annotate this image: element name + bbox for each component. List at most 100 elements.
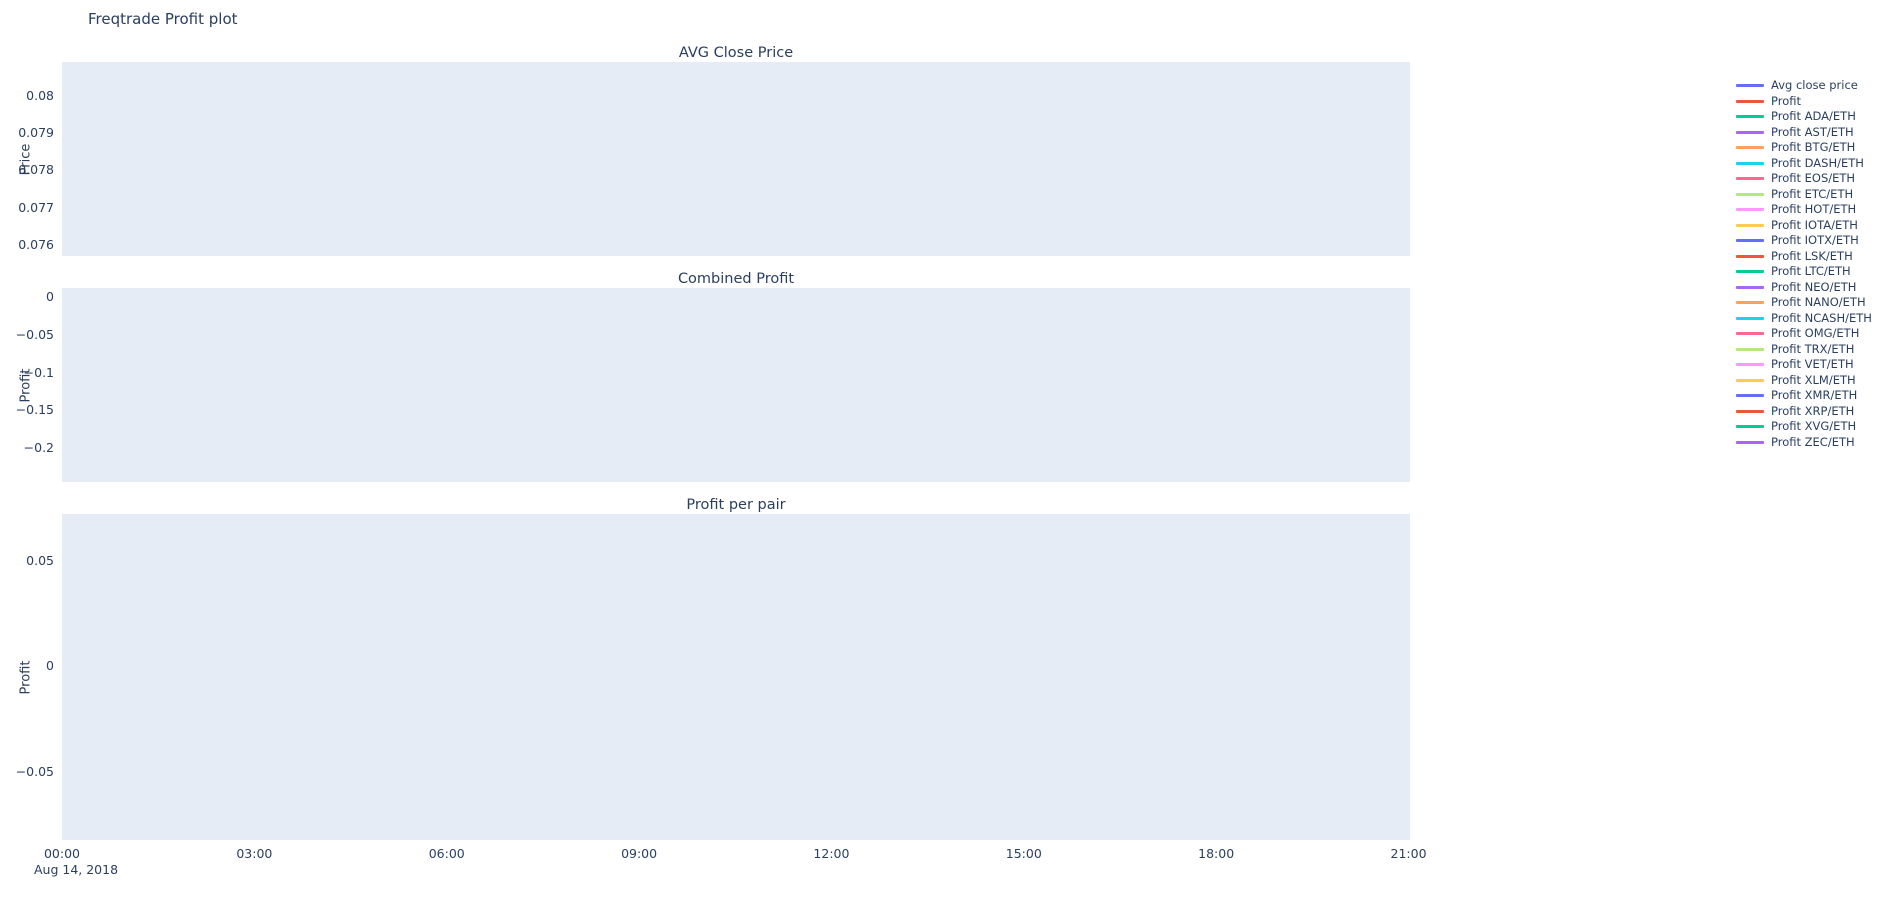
legend-item[interactable]: Profit DASH/ETH	[1736, 156, 1896, 172]
legend-item[interactable]: Profit IOTX/ETH	[1736, 233, 1896, 249]
legend-color-swatch	[1736, 378, 1764, 382]
legend-color-swatch	[1736, 347, 1764, 351]
legend-color-swatch	[1736, 115, 1764, 119]
legend-color-swatch	[1736, 363, 1764, 367]
legend-item-label: Profit XMR/ETH	[1771, 388, 1858, 402]
legend-color-swatch	[1736, 146, 1764, 150]
page-title: Freqtrade Profit plot	[88, 10, 238, 28]
yaxis-tick-label: −0.15	[15, 402, 54, 418]
xaxis-date-label: Aug 14, 2018	[34, 862, 119, 877]
legend-color-swatch	[1736, 130, 1764, 134]
legend-item-label: Profit TRX/ETH	[1771, 341, 1855, 356]
yaxis-tick-label: −0.2	[23, 440, 54, 456]
legend-item[interactable]: Profit XMR/ETH	[1736, 388, 1896, 404]
yaxis-tick-label: 0.08	[26, 87, 54, 103]
legend-item[interactable]: Avg close price	[1736, 78, 1896, 94]
legend: Avg close price Profit Profit ADA/ETH Profi…	[1736, 78, 1896, 450]
legend-item[interactable]: Profit XLM/ETH	[1736, 373, 1896, 389]
xaxis-tick-label: 09:00	[621, 846, 658, 861]
legend-item-label: Profit ETC/ETH	[1771, 186, 1854, 201]
legend-item-label: Profit NCASH/ETH	[1771, 310, 1872, 325]
subplot-title-3: Profit per pair	[686, 497, 786, 513]
legend-color-swatch	[1736, 99, 1764, 103]
legend-item-label: Profit AST/ETH	[1771, 124, 1854, 139]
legend-item[interactable]: Profit ADA/ETH	[1736, 109, 1896, 125]
legend-item-label: Profit DASH/ETH	[1771, 155, 1864, 170]
yaxis-tick-label: 0	[46, 289, 54, 305]
legend-color-swatch	[1736, 301, 1764, 305]
legend-color-swatch	[1736, 223, 1764, 227]
legend-item[interactable]: Profit IOTA/ETH	[1736, 218, 1896, 234]
plot-area-background-1	[62, 62, 1410, 256]
legend-item-label: Profit OMG/ETH	[1771, 326, 1860, 340]
legend-item[interactable]: Profit HOT/ETH	[1736, 202, 1896, 218]
legend-item[interactable]: Profit TRX/ETH	[1736, 342, 1896, 358]
xaxis-tick-label: 12:00	[813, 846, 850, 861]
legend-item[interactable]: Profit NCASH/ETH	[1736, 311, 1896, 327]
yaxis-tick-label: 0.079	[18, 124, 54, 140]
yaxis-tick-label: 0	[46, 658, 54, 674]
legend-item[interactable]: Profit OMG/ETH	[1736, 326, 1896, 342]
legend-item[interactable]: Profit EOS/ETH	[1736, 171, 1896, 187]
legend-item[interactable]: Profit LSK/ETH	[1736, 249, 1896, 265]
yaxis-label-3: Profit	[18, 660, 34, 695]
xaxis-tick-label: 18:00	[1198, 846, 1235, 861]
subplot-profit-per-pair	[62, 514, 1410, 840]
legend-item-label: Profit XRP/ETH	[1771, 403, 1855, 418]
legend-color-swatch	[1736, 192, 1764, 196]
legend-item-label: Profit NEO/ETH	[1771, 279, 1857, 294]
legend-item[interactable]: Profit ETC/ETH	[1736, 187, 1896, 203]
legend-item-label: Profit XLM/ETH	[1771, 372, 1856, 387]
legend-item[interactable]: Profit XVG/ETH	[1736, 419, 1896, 435]
legend-color-swatch	[1736, 394, 1764, 398]
legend-item[interactable]: Profit ZEC/ETH	[1736, 435, 1896, 451]
yaxis-tick-label: 0.077	[18, 199, 54, 215]
legend-item-label: Profit ZEC/ETH	[1771, 434, 1855, 449]
subplot-title-2: Combined Profit	[677, 271, 795, 287]
legend-item-label: Profit IOTX/ETH	[1771, 233, 1859, 247]
legend-item[interactable]: Profit VET/ETH	[1736, 357, 1896, 373]
xaxis-tick-label: 00:00	[43, 846, 81, 861]
subplot-title-1: AVG Close Price	[678, 45, 794, 61]
legend-item[interactable]: Profit NEO/ETH	[1736, 280, 1896, 296]
legend-item-label: Profit BTG/ETH	[1771, 140, 1856, 154]
legend-item-label: Avg close price	[1771, 78, 1858, 92]
legend-color-swatch	[1736, 425, 1764, 429]
yaxis-tick-label: 0.05	[26, 552, 54, 568]
legend-item[interactable]: Profit NANO/ETH	[1736, 295, 1896, 311]
legend-item[interactable]: Profit LTC/ETH	[1736, 264, 1896, 280]
legend-item[interactable]: Profit AST/ETH	[1736, 125, 1896, 141]
legend-item-label: Profit	[1771, 93, 1801, 108]
yaxis-tick-label: 0.076	[18, 236, 54, 252]
xaxis-tick-label: 15:00	[1005, 846, 1042, 861]
legend-item-label: Profit LTC/ETH	[1771, 264, 1851, 278]
legend-color-swatch	[1736, 177, 1764, 181]
xaxis-tick-label: 03:00	[236, 846, 273, 861]
plot-area-background-3	[62, 514, 1410, 840]
subplot-avg-close-price	[62, 62, 1410, 256]
legend-color-swatch	[1736, 285, 1764, 289]
legend-color-swatch	[1736, 161, 1764, 165]
legend-color-swatch	[1736, 254, 1764, 258]
legend-item[interactable]: Profit BTG/ETH	[1736, 140, 1896, 156]
subplot-combined-profit	[62, 288, 1410, 482]
xaxis-tick-label: 06:00	[428, 846, 465, 861]
legend-item[interactable]: Profit	[1736, 94, 1896, 110]
xaxis-tick-label: 21:00	[1390, 846, 1427, 861]
legend-item-label: Profit EOS/ETH	[1771, 171, 1856, 185]
legend-color-swatch	[1736, 239, 1764, 243]
legend-color-swatch	[1736, 332, 1764, 336]
legend-color-swatch	[1736, 208, 1764, 212]
legend-item-label: Profit NANO/ETH	[1771, 295, 1866, 309]
legend-item[interactable]: Profit XRP/ETH	[1736, 404, 1896, 420]
yaxis-tick-label: −0.05	[15, 764, 54, 780]
legend-color-swatch	[1736, 84, 1764, 88]
legend-color-swatch	[1736, 409, 1764, 413]
legend-item-label: Profit ADA/ETH	[1771, 109, 1856, 123]
yaxis-tick-label: −0.1	[23, 364, 54, 380]
legend-color-swatch	[1736, 316, 1764, 320]
legend-color-swatch	[1736, 440, 1764, 444]
plot-area-background-2	[62, 288, 1410, 482]
legend-item-label: Profit XVG/ETH	[1771, 419, 1857, 433]
